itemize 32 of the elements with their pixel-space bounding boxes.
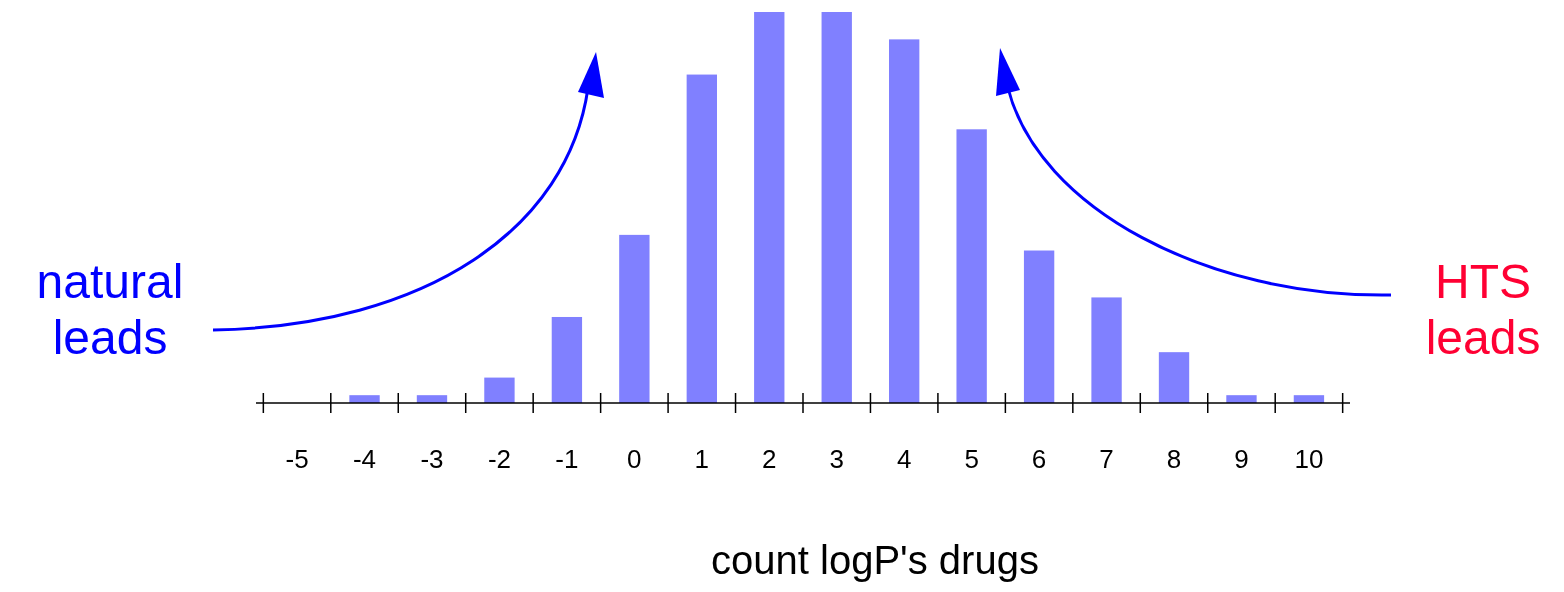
x-axis-title: count logP's drugs	[711, 538, 1039, 582]
x-tick-label: 7	[1099, 444, 1114, 474]
bar	[956, 129, 987, 403]
x-tick-label: 1	[694, 444, 710, 474]
bar	[1226, 395, 1257, 403]
x-tick-label: -5	[285, 444, 309, 474]
x-tick-label: -3	[420, 444, 444, 474]
x-tick-label: -2	[487, 444, 511, 474]
x-tick-label: 10	[1294, 444, 1324, 474]
bar	[686, 74, 717, 403]
x-tick-label: -4	[352, 444, 377, 474]
bar	[889, 39, 920, 403]
x-tick-label: 0	[627, 444, 642, 474]
bar	[1091, 297, 1122, 403]
x-tick-label: 8	[1166, 444, 1182, 474]
bar	[1023, 250, 1055, 403]
x-tick-label: 3	[829, 444, 844, 474]
bar	[1158, 352, 1190, 403]
bar	[619, 234, 650, 403]
x-tick-label: 6	[1031, 444, 1047, 474]
bar	[821, 12, 852, 403]
x-tick-label: 2	[762, 444, 777, 474]
bar	[484, 377, 515, 403]
x-tick-label: 5	[964, 444, 979, 474]
text: natural leads	[36, 255, 184, 364]
x-tick-label: -1	[555, 444, 579, 474]
bar	[754, 12, 785, 403]
bar	[349, 395, 380, 403]
x-tick-label: 4	[896, 444, 912, 474]
x-tick-label: 9	[1234, 444, 1249, 474]
text: HTS leads	[1425, 255, 1541, 364]
bar	[551, 316, 583, 403]
